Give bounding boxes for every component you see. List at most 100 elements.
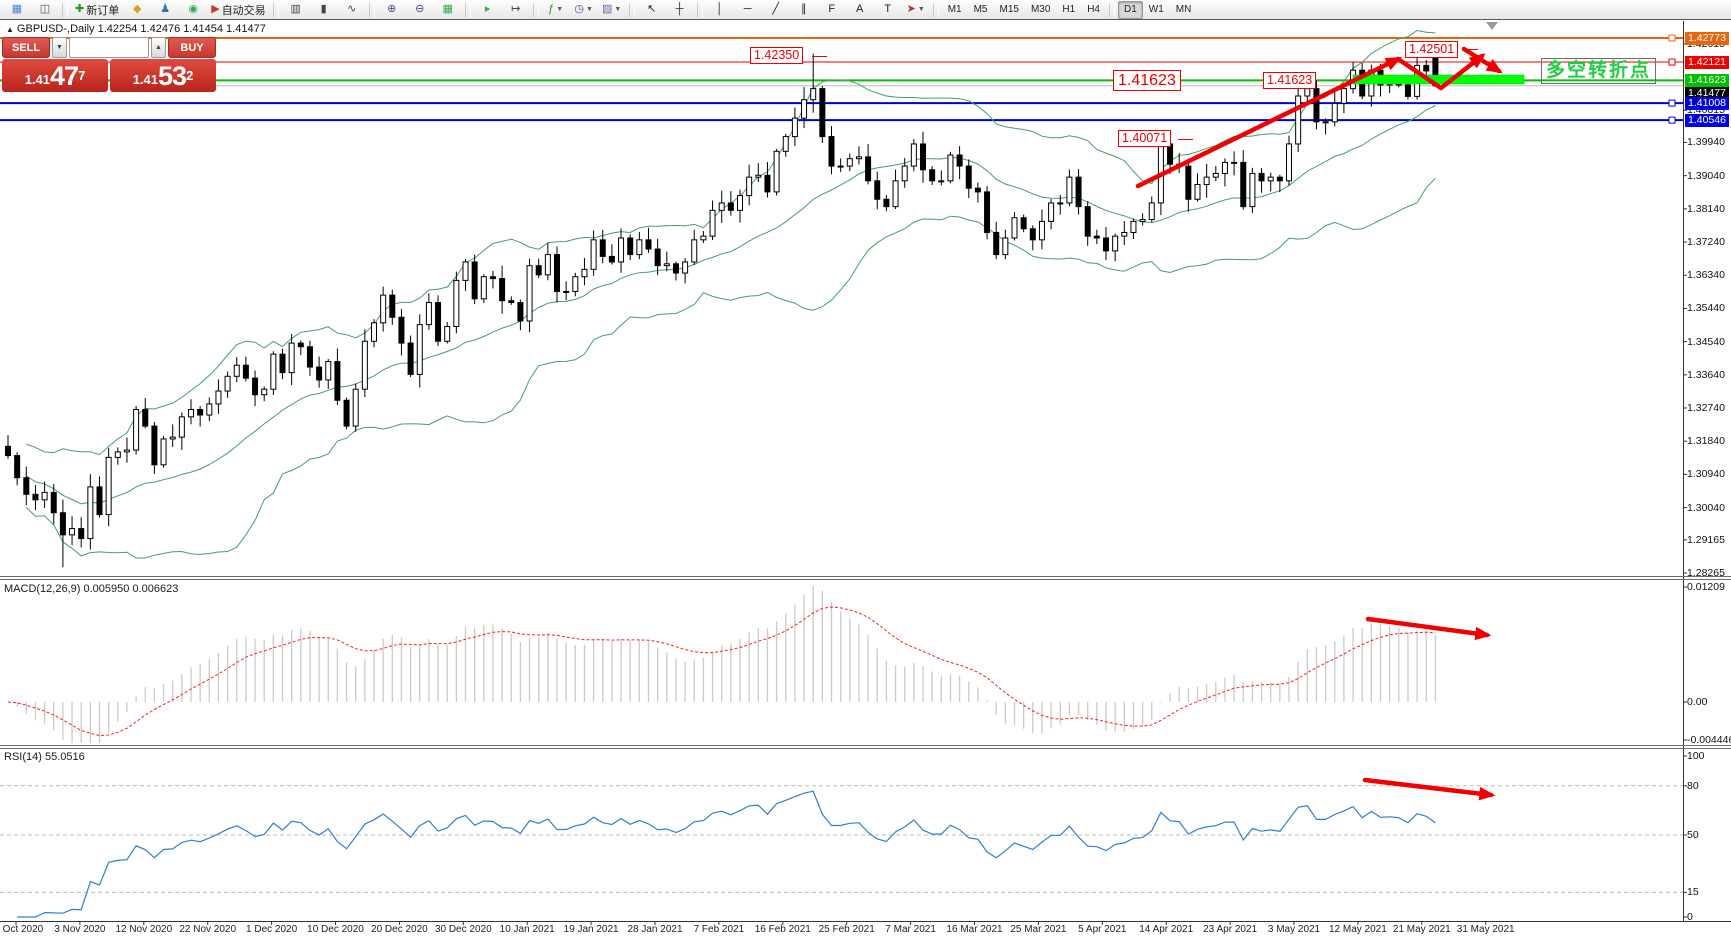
chart-shift-button[interactable]: ↦ bbox=[502, 0, 530, 19]
timeframe-m15-button[interactable]: M15 bbox=[999, 3, 1019, 15]
price-axis-tick: 1.28265 bbox=[1687, 567, 1725, 580]
date-axis-label: 1 Dec 2020 bbox=[246, 924, 298, 935]
price-axis-tick: 1.31840 bbox=[1687, 435, 1725, 448]
indicators-button[interactable]: ƒ ▼ bbox=[542, 0, 570, 19]
bar-chart-mode-button[interactable]: ▥ bbox=[282, 0, 310, 19]
macd-axis-tick: 0.00 bbox=[1687, 696, 1708, 708]
date-axis-label: 12 Nov 2020 bbox=[115, 924, 173, 935]
candlestick-mode-icon: ▮ bbox=[320, 3, 327, 15]
equidistant-channel-tool-icon: ∥ bbox=[800, 3, 807, 15]
autotrading-button[interactable]: ▶ 自动交易 bbox=[207, 0, 269, 19]
new-order-button[interactable]: ✚ 新订单 bbox=[71, 0, 123, 19]
signals-button[interactable]: ◉ bbox=[179, 0, 207, 19]
timeframe-w1-button[interactable]: W1 bbox=[1148, 3, 1164, 15]
timeframe-h1-button[interactable]: H1 bbox=[1062, 3, 1076, 15]
price-annotation-box[interactable]: 1.41623 bbox=[1113, 70, 1181, 91]
volume-input[interactable] bbox=[69, 37, 149, 58]
alerts-button[interactable]: ◆ bbox=[123, 0, 151, 19]
toolbar-separator bbox=[696, 2, 703, 17]
price-label-1.42121: 1.42121 bbox=[1685, 55, 1729, 69]
sell-button[interactable]: SELL bbox=[2, 37, 50, 58]
autotrading-label: 自动交易 bbox=[221, 4, 266, 17]
collapse-triangle-icon[interactable]: ▲ bbox=[6, 25, 14, 34]
price-label-1.40546: 1.40546 bbox=[1685, 113, 1729, 127]
auto-scroll-icon: ▸ bbox=[484, 3, 491, 15]
periods-icon: ◷ bbox=[574, 3, 585, 15]
arrows-tool-button[interactable]: ➤ ▼ bbox=[902, 0, 930, 19]
autotrading-icon: ▶ bbox=[211, 3, 220, 15]
chart-preview-icon: ◫ bbox=[39, 3, 51, 15]
market-watch-button[interactable]: ♟ bbox=[151, 0, 179, 19]
templates-dropdown-icon[interactable]: ▼ bbox=[614, 6, 622, 13]
chart-shift-icon: ↦ bbox=[511, 3, 521, 15]
volume-down-button[interactable]: ▼ bbox=[52, 37, 67, 58]
bar-chart-mode-icon: ▥ bbox=[290, 3, 301, 15]
buy-button[interactable]: BUY bbox=[168, 37, 216, 58]
market-watch-icon: ♟ bbox=[160, 3, 171, 15]
trend-arrow[interactable] bbox=[1365, 616, 1492, 641]
zoom-in-button[interactable]: ⊕ bbox=[378, 0, 406, 19]
auto-scroll-button[interactable]: ▸ bbox=[474, 0, 502, 19]
fibonacci-tool-button[interactable]: F bbox=[818, 0, 846, 19]
price-axis-tick: 1.36340 bbox=[1687, 269, 1725, 282]
chart-shift-marker[interactable] bbox=[1486, 22, 1498, 30]
date-axis-label: 25 Feb 2021 bbox=[818, 924, 875, 935]
candlestick-mode-button[interactable]: ▮ bbox=[310, 0, 338, 19]
date-axis-label: 16 Mar 2021 bbox=[946, 924, 1003, 935]
timeframe-d1-button[interactable]: D1 bbox=[1118, 0, 1143, 19]
horizontal-line-tool-button[interactable]: ─ bbox=[734, 0, 762, 19]
zoom-out-button[interactable]: ⊖ bbox=[406, 0, 434, 19]
new-order-icon: ✚ bbox=[75, 3, 85, 15]
toolbar-separator bbox=[532, 2, 539, 17]
trend-arrow[interactable] bbox=[1362, 777, 1496, 801]
macd-axis-tick: -0.004446 bbox=[1687, 734, 1731, 746]
rsi-label: RSI(14) 55.0516 bbox=[4, 751, 85, 763]
cursor-button[interactable]: ↖ bbox=[638, 0, 666, 19]
timeframe-m1-button[interactable]: M1 bbox=[947, 3, 962, 15]
arrows-tool-dropdown-icon[interactable]: ▼ bbox=[917, 6, 925, 13]
indicators-icon: ƒ bbox=[548, 3, 555, 15]
timeframe-mn-button[interactable]: MN bbox=[1175, 3, 1192, 15]
sell-price[interactable]: 1.41 47 7 bbox=[2, 59, 108, 92]
price-axis-tick: 1.39040 bbox=[1687, 169, 1725, 182]
vertical-line-tool-button[interactable]: │ bbox=[706, 0, 734, 19]
price-annotation-box[interactable]: 1.41623 bbox=[1263, 72, 1317, 89]
periods-dropdown-icon[interactable]: ▼ bbox=[586, 6, 593, 13]
label-tool-button[interactable]: T bbox=[874, 0, 902, 19]
timeframe-m5-button[interactable]: M5 bbox=[973, 3, 988, 15]
trend-arrow[interactable] bbox=[1395, 56, 1444, 91]
zoom-out-icon: ⊖ bbox=[415, 3, 425, 15]
fibonacci-tool-icon: F bbox=[828, 3, 836, 15]
equidistant-channel-tool-button[interactable]: ∥ bbox=[790, 0, 818, 19]
price-annotation-box[interactable]: 1.42350 bbox=[750, 47, 804, 64]
trend-arrow[interactable] bbox=[1438, 53, 1486, 91]
chart-preview-button[interactable]: ◫ bbox=[31, 0, 59, 19]
line-chart-mode-button[interactable]: ∿ bbox=[338, 0, 366, 19]
macd-indicator bbox=[7, 586, 1437, 743]
date-axis-label: 14 Apr 2021 bbox=[1139, 924, 1194, 935]
drawn-annotations[interactable] bbox=[1135, 46, 1525, 801]
buy-price[interactable]: 1.41 53 2 bbox=[110, 59, 216, 92]
trend-arrow[interactable] bbox=[1135, 56, 1403, 189]
note-text-object[interactable]: 多空转折点 bbox=[1541, 58, 1657, 84]
trendline-tool-button[interactable]: ╱ bbox=[762, 0, 790, 19]
crosshair-button[interactable]: ┼ bbox=[666, 0, 694, 19]
tile-windows-button[interactable]: ▦ bbox=[434, 0, 462, 19]
price-axis-tick: 1.39940 bbox=[1687, 136, 1725, 149]
trend-arrow[interactable] bbox=[1461, 46, 1503, 74]
new-chart-button[interactable]: ▦ bbox=[3, 0, 31, 19]
periods-button[interactable]: ◷ ▼ bbox=[570, 0, 598, 19]
templates-button[interactable]: ▧ ▼ bbox=[598, 0, 626, 19]
crosshair-icon: ┼ bbox=[675, 3, 684, 15]
indicators-dropdown-icon[interactable]: ▼ bbox=[556, 6, 564, 13]
volume-up-button[interactable]: ▲ bbox=[151, 37, 166, 58]
support-zone-bar[interactable] bbox=[1352, 74, 1525, 85]
price-label-1.41477: 1.41477 bbox=[1685, 86, 1729, 100]
price-axis-tick: 1.29165 bbox=[1687, 533, 1725, 546]
text-tool-button[interactable]: A bbox=[846, 0, 874, 19]
price-annotation-box[interactable]: 1.42501 bbox=[1405, 41, 1459, 58]
timeframe-m30-button[interactable]: M30 bbox=[1030, 3, 1051, 15]
timeframe-h4-button[interactable]: H4 bbox=[1087, 3, 1100, 15]
price-annotation-box[interactable]: 1.40071 bbox=[1118, 130, 1172, 147]
